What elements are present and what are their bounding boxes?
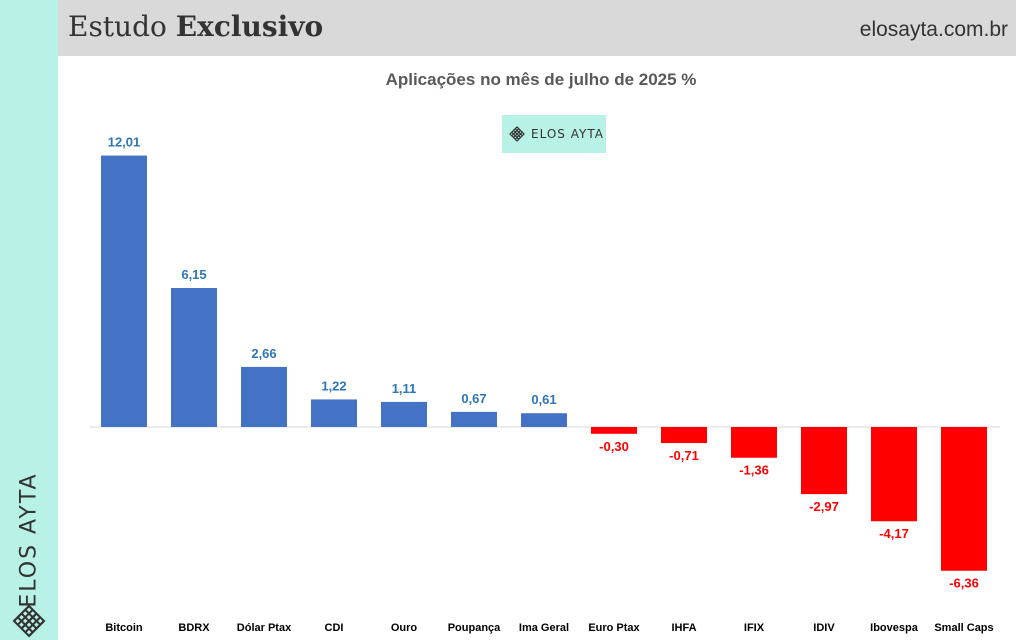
x-tick-label: Dólar Ptax <box>237 622 292 634</box>
data-label: -1,36 <box>739 463 769 478</box>
x-tick-label: Small Caps <box>934 622 993 634</box>
bar-ihfa <box>661 427 707 444</box>
data-label: -0,30 <box>599 439 629 454</box>
data-label: 2,66 <box>251 346 276 361</box>
data-label: 12,01 <box>108 135 141 150</box>
bar-euro-ptax <box>591 427 637 434</box>
x-tick-label: CDI <box>325 622 344 634</box>
page-title: Estudo Exclusivo <box>68 10 323 43</box>
x-tick-label: IHFA <box>671 622 696 634</box>
x-tick-label: Euro Ptax <box>588 622 640 634</box>
bar-bitcoin <box>101 155 147 427</box>
bar-ouro <box>381 401 427 427</box>
bar-poupan-a <box>451 411 497 427</box>
bar-idiv <box>801 427 847 495</box>
x-tick-label: IFIX <box>744 622 765 634</box>
x-tick-label: Ima Geral <box>519 622 569 634</box>
bar-ifix <box>731 427 777 458</box>
data-label: -0,71 <box>669 448 699 463</box>
x-tick-label: Ibovespa <box>870 622 919 634</box>
bar-bdrx <box>171 288 217 427</box>
data-label: 0,67 <box>461 391 486 406</box>
page-title-part2: Exclusivo <box>175 10 324 43</box>
data-label: -2,97 <box>809 499 839 514</box>
data-label: 0,61 <box>531 392 556 407</box>
lattice-square-icon <box>12 604 46 638</box>
x-tick-label: Bitcoin <box>105 622 143 634</box>
bar-cdi <box>311 399 357 427</box>
data-label: 1,22 <box>321 378 346 393</box>
x-tick-label: BDRX <box>178 622 210 634</box>
header-bar: Estudo Exclusivo elosayta.com.br <box>58 0 1016 56</box>
chart-title: Aplicações no mês de julho de 2025 % <box>385 70 697 89</box>
badge-text: ELOS AYTA <box>531 127 604 141</box>
bar-ibovespa <box>871 427 917 522</box>
sidebar: ELOS AYTA <box>0 0 58 640</box>
x-tick-label: Poupança <box>448 622 501 634</box>
brand-badge: ELOS AYTA <box>502 115 606 153</box>
bar-small-caps <box>941 427 987 571</box>
lattice-square-icon <box>509 126 525 142</box>
bar-d-lar-ptax <box>241 366 287 427</box>
x-tick-label: Ouro <box>391 622 418 634</box>
data-label: 1,11 <box>392 381 417 396</box>
data-label: 6,15 <box>181 267 206 282</box>
data-label: -4,17 <box>879 526 909 541</box>
site-url: elosayta.com.br <box>859 18 1008 41</box>
page-title-part1: Estudo <box>68 10 176 43</box>
x-tick-label: IDIV <box>813 622 835 634</box>
bar-ima-geral <box>521 413 567 427</box>
data-label: -6,36 <box>949 576 979 591</box>
